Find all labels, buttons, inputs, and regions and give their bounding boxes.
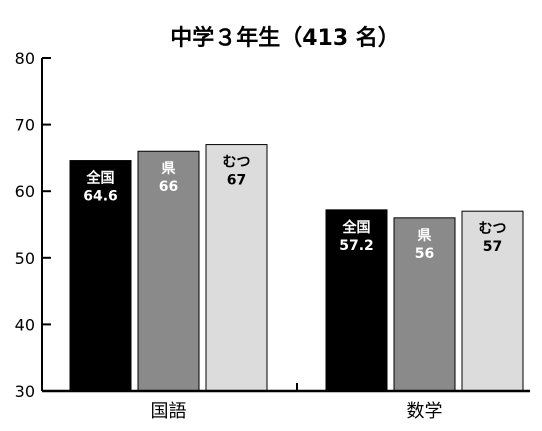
- y-tick-label: 40: [15, 315, 35, 334]
- x-category-label: 国語: [151, 401, 187, 422]
- y-tick-label: 60: [15, 182, 35, 201]
- y-axis: 30 40 50 60 70 80: [15, 49, 51, 401]
- y-tick-label: 50: [15, 249, 35, 268]
- bar-series-label: 全国: [342, 219, 371, 236]
- bar: [461, 210, 524, 392]
- bar-value-label: 57.2: [339, 238, 374, 254]
- x-axis: 国語 数学: [42, 383, 530, 422]
- bar-value-label: 64.6: [83, 189, 118, 205]
- bar-series-label: 全国: [86, 170, 115, 187]
- bar-value-label: 56: [415, 246, 434, 262]
- bar: [205, 144, 268, 392]
- chart-title: 中学３年生（413 名）: [170, 25, 400, 51]
- bar: [137, 150, 200, 392]
- bar-series-label: むつ: [223, 155, 251, 171]
- x-category-label: 数学: [407, 401, 443, 422]
- bar-series-label: 県: [162, 161, 176, 177]
- bar: [325, 209, 388, 392]
- y-tick-label: 30: [15, 382, 35, 401]
- bars: 全国 64.6 県 66 むつ 67 全国 57.2 県 56 むつ 57: [69, 144, 524, 392]
- y-tick-label: 80: [15, 49, 35, 68]
- bar-value-label: 67: [227, 173, 246, 189]
- bar-series-label: 県: [418, 228, 432, 244]
- bar-value-label: 66: [159, 179, 178, 195]
- bar: [393, 217, 456, 392]
- bar-series-label: むつ: [479, 221, 507, 237]
- bar-value-label: 57: [483, 239, 502, 255]
- y-tick-label: 70: [15, 116, 35, 135]
